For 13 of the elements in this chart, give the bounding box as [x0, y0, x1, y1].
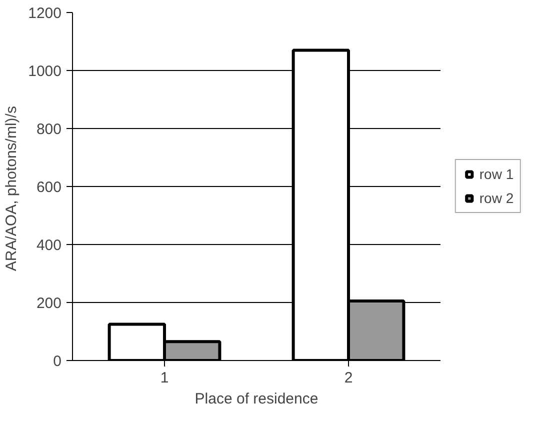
legend-label: row 1	[479, 166, 514, 182]
x-axis-title: Place of residence	[194, 390, 318, 408]
y-tick-label: 200	[36, 295, 62, 312]
x-tick-label: 1	[160, 370, 169, 386]
y-tick-label: 800	[36, 121, 62, 138]
y-tick-label: 0	[53, 353, 62, 370]
y-tick-label: 1200	[28, 5, 62, 22]
x-tick-label: 2	[344, 370, 353, 386]
y-axis-title: ARA/AOA, photons/ml)/s	[3, 106, 20, 272]
y-tick-label: 1000	[28, 63, 62, 80]
y-tick-label: 400	[36, 237, 62, 254]
y-tick-label: 600	[36, 179, 62, 196]
legend-label: row 2	[479, 190, 514, 206]
